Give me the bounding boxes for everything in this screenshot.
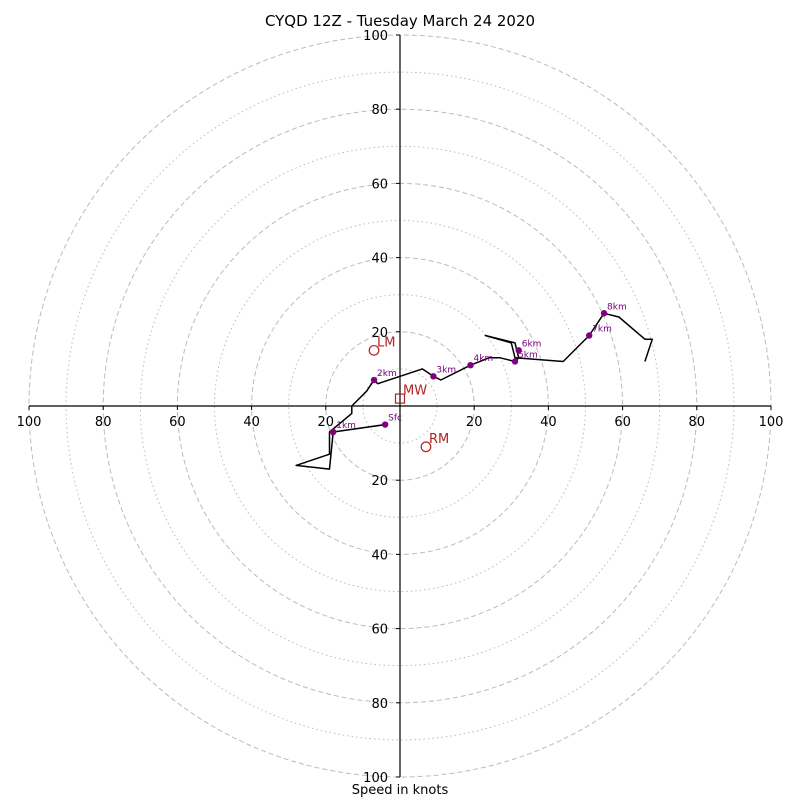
y-tick-label: 80	[371, 697, 388, 712]
height-marker-label: 6km	[522, 339, 542, 349]
height-marker-label: Sfc	[388, 414, 402, 424]
x-tick-label: 80	[95, 415, 112, 430]
tick-labels: 100 80 60 40 20 20 40 60 80 100 100 80 60 40 20 20 40 60 8…	[17, 29, 784, 786]
storm-motion-marker	[394, 393, 406, 404]
y-tick-label: 100	[363, 29, 388, 44]
height-marker-point	[330, 428, 337, 436]
y-tick-label: 100	[363, 771, 388, 786]
x-tick-label: 20	[318, 415, 335, 430]
x-tick-label: 80	[689, 415, 706, 430]
height-marker-label: 3km	[436, 365, 456, 375]
height-marker-label: 2km	[377, 369, 397, 379]
y-tick-label: 40	[371, 252, 388, 267]
height-marker-point	[467, 361, 474, 369]
height-marker-point	[515, 347, 522, 354]
axes	[28, 34, 772, 778]
height-marker-point	[600, 310, 608, 317]
x-tick-label: 40	[540, 415, 557, 430]
x-tick-label: 100	[759, 415, 784, 430]
storm-motion-marker	[368, 344, 380, 356]
height-marker-label: 1km	[336, 421, 356, 431]
storm-motion-marker	[420, 441, 432, 453]
height-marker-label: 4km	[473, 354, 493, 364]
x-axis-label: Speed in knots	[351, 783, 449, 798]
height-marker-label: 8km	[607, 302, 627, 312]
x-tick-label: 60	[169, 415, 186, 430]
x-tick-label: 20	[466, 415, 483, 430]
storm-motion-label: LM	[377, 335, 395, 350]
storm-motion-label: RM	[429, 432, 449, 447]
height-marker-point	[511, 358, 519, 365]
height-marker-point	[370, 376, 378, 384]
hodograph-line	[295, 312, 654, 470]
chart-title: CYQD 12Z - Tuesday March 24 2020	[264, 12, 536, 30]
y-tick-label: 20	[371, 474, 388, 489]
y-tick-label: 80	[371, 103, 388, 118]
y-tick-label: 60	[371, 623, 388, 638]
x-tick-label: 40	[243, 415, 260, 430]
storm-motion-markers: LM RM MW	[368, 335, 449, 453]
x-tick-label: 100	[17, 415, 42, 430]
y-tick-label: 60	[371, 177, 388, 192]
height-marker-point	[586, 332, 593, 339]
storm-motion-label: MW	[403, 384, 427, 399]
height-marker-label: 7km	[592, 325, 612, 335]
height-marker-point	[430, 373, 437, 380]
hodograph-trace	[295, 312, 654, 470]
y-tick-label: 20	[371, 326, 388, 341]
height-marker-label: 5km	[518, 350, 538, 360]
x-tick-label: 60	[614, 415, 631, 430]
y-tick-label: 40	[371, 548, 388, 563]
height-marker-point	[381, 421, 389, 428]
